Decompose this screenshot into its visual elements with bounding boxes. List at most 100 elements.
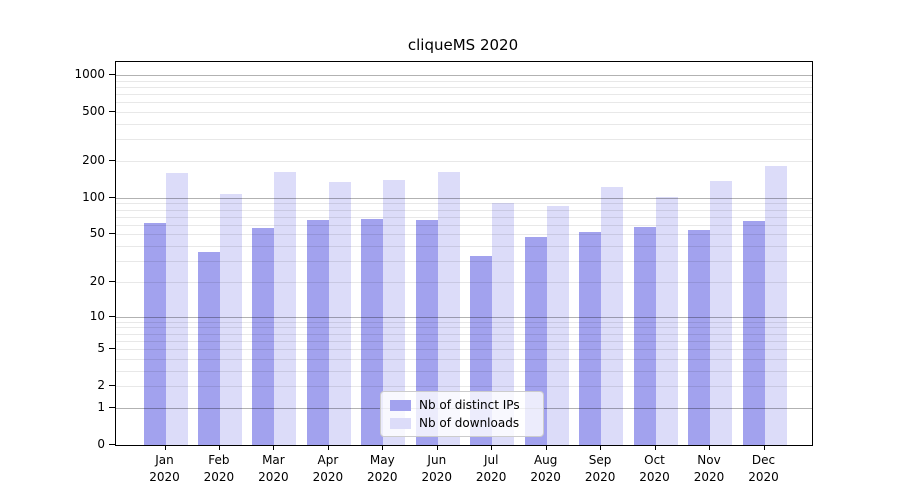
x-tick <box>164 445 166 450</box>
x-tick-label-sep: Sep 2020 <box>584 453 616 484</box>
bar-distinct-ips-mar <box>252 227 275 445</box>
bar-downloads-jun <box>437 171 460 445</box>
legend-label-downloads: Nb of downloads <box>419 416 520 430</box>
legend-item-downloads: Nb of downloads <box>381 416 543 430</box>
y-tick-label: 200 <box>82 152 105 167</box>
gridline-minor <box>116 358 812 360</box>
y-tick-label: 20 <box>89 273 105 288</box>
y-tick <box>109 159 115 161</box>
bar-downloads-aug <box>546 205 569 445</box>
gridline-major <box>116 316 812 318</box>
gridline-minor <box>116 333 812 335</box>
y-tick-label: 2 <box>97 378 105 393</box>
bar-downloads-oct <box>655 196 678 445</box>
y-tick-label: 50 <box>89 226 105 241</box>
bar-downloads-jan <box>165 172 188 445</box>
y-tick-label: 1000 <box>74 66 105 81</box>
gridline-minor <box>116 321 812 323</box>
bar-distinct-ips-sep <box>579 232 602 445</box>
gridline-minor <box>116 160 812 162</box>
x-tick-label-feb: Feb 2020 <box>203 453 235 484</box>
gridline-minor <box>116 224 812 226</box>
y-tick <box>109 196 115 198</box>
chart-title: cliqueMS 2020 <box>407 36 519 54</box>
bar-distinct-ips-jan <box>143 223 166 445</box>
y-tick-label: 1 <box>97 399 105 414</box>
x-tick-label-jan: Jan 2020 <box>149 453 180 484</box>
y-tick <box>109 73 115 75</box>
gridline-minor <box>116 203 812 205</box>
gridline-minor <box>116 102 812 104</box>
x-tick-label-mar: Mar 2020 <box>258 453 289 484</box>
x-tick <box>763 445 765 450</box>
bar-distinct-ips-feb <box>198 251 220 445</box>
y-tick-label: 100 <box>82 189 105 204</box>
y-tick-label: 10 <box>89 308 105 323</box>
bar-downloads-may <box>383 179 406 445</box>
gridline-minor <box>116 86 812 88</box>
x-tick <box>491 445 493 450</box>
gridline-minor <box>116 139 812 141</box>
bar-downloads-dec <box>764 166 787 445</box>
bar-distinct-ips-oct <box>633 226 656 445</box>
y-tick-label: 5 <box>97 341 105 355</box>
x-tick <box>654 445 656 450</box>
bar-distinct-ips-dec <box>742 221 765 445</box>
bar-downloads-feb <box>220 194 242 445</box>
bar-downloads-nov <box>710 181 732 445</box>
plot-area <box>115 61 813 446</box>
y-tick <box>109 315 115 317</box>
y-tick <box>109 444 115 445</box>
gridline-minor <box>116 209 812 211</box>
bar-downloads-mar <box>274 172 297 445</box>
bar-distinct-ips-may <box>361 219 384 445</box>
x-tick <box>545 445 547 450</box>
gridline-minor <box>116 80 812 82</box>
gridline-minor <box>116 327 812 329</box>
bar-distinct-ips-apr <box>306 219 329 445</box>
gridline-minor <box>116 281 812 283</box>
gridline-minor <box>116 349 812 350</box>
x-tick-label-apr: Apr 2020 <box>312 453 344 484</box>
legend-swatch-distinct-ips <box>390 399 411 411</box>
x-tick-label-jul: Jul 2020 <box>475 453 507 484</box>
gridline-minor <box>116 234 812 236</box>
gridline-minor <box>116 94 812 95</box>
x-tick <box>709 445 710 450</box>
gridline-minor <box>116 246 812 248</box>
y-tick <box>109 233 115 235</box>
x-tick <box>600 445 602 450</box>
gridline-minor <box>116 216 812 218</box>
y-tick <box>109 406 115 408</box>
x-tick <box>218 445 220 450</box>
x-tick-label-dec: Dec 2020 <box>748 453 779 484</box>
gridline-minor <box>116 261 812 263</box>
gridline-minor <box>116 123 812 125</box>
bar-downloads-apr <box>328 181 351 445</box>
x-tick <box>436 445 438 450</box>
gridline-major <box>116 74 812 76</box>
bar-distinct-ips-jun <box>415 219 438 445</box>
y-tick-label: 500 <box>82 104 105 118</box>
gridline-major <box>116 197 812 199</box>
bar-downloads-sep <box>601 186 624 445</box>
x-tick-label-may: May 2020 <box>367 453 398 484</box>
legend-item-distinct-ips: Nb of distinct IPs <box>381 398 543 412</box>
y-tick <box>109 385 115 387</box>
x-tick-label-nov: Nov 2020 <box>693 453 725 484</box>
gridline-minor <box>116 112 812 113</box>
bar-distinct-ips-nov <box>688 230 710 445</box>
bar-downloads-jul <box>492 203 515 445</box>
x-tick <box>382 445 384 450</box>
y-tick <box>109 111 115 112</box>
x-tick <box>273 445 275 450</box>
y-tick <box>109 348 115 349</box>
x-tick <box>327 445 329 450</box>
x-tick-label-aug: Aug 2020 <box>530 453 561 484</box>
y-tick <box>109 280 115 282</box>
gridline-minor <box>116 340 812 342</box>
legend-label-distinct-ips: Nb of distinct IPs <box>419 398 520 412</box>
legend-swatch-downloads <box>390 417 411 429</box>
y-tick-label: 0 <box>97 437 105 451</box>
